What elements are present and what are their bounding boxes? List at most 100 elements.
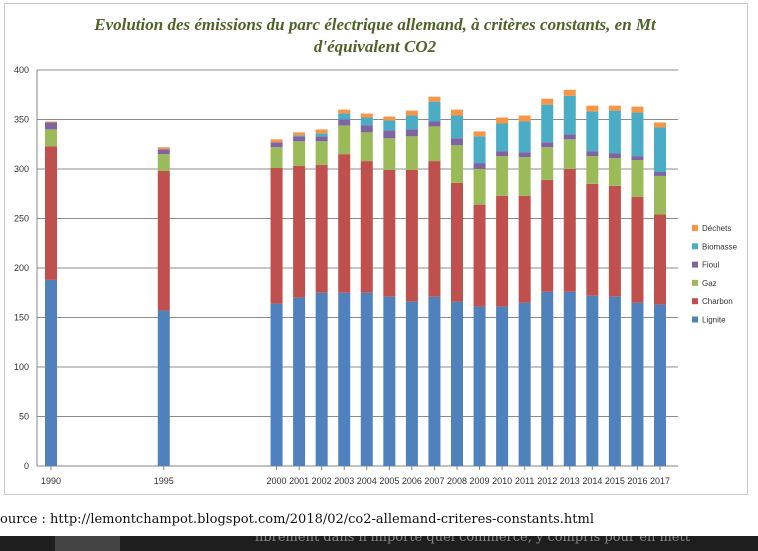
bar-fioul-2014 (586, 151, 599, 157)
bar-lignite-2006 (405, 301, 418, 466)
y-tick-label: 300 (14, 164, 29, 174)
bar-lignite-2015 (608, 296, 621, 466)
bar-dechets-2014 (586, 105, 599, 112)
chart-title: Evolution des émissions du parc électriq… (94, 15, 656, 56)
bar-biomasse-2014 (586, 111, 599, 152)
bar-charbon-2008 (451, 182, 463, 302)
x-tick-label: 2012 (537, 476, 557, 486)
bar-charbon-2009 (473, 204, 486, 307)
bar-gaz-2005 (383, 138, 396, 170)
x-tick-label: 2009 (470, 476, 490, 486)
bar-dechets-2002 (315, 129, 328, 134)
x-tick-label: 2001 (289, 476, 309, 486)
bar-fioul-2003 (338, 119, 351, 126)
bar-charbon-2005 (383, 169, 396, 297)
bar-fioul-2013 (563, 134, 576, 140)
bar-biomasse-2003 (338, 113, 351, 120)
bar-dechets-1990 (45, 121, 57, 123)
bar-fioul-2004 (360, 125, 373, 133)
bar-fioul-2005 (383, 130, 396, 139)
bar-charbon-1995 (157, 170, 170, 311)
chart-frame (4, 3, 748, 495)
bar-dechets-2003 (338, 109, 351, 114)
legend-swatch (692, 279, 698, 286)
bar-gaz-2016 (631, 160, 644, 197)
bar-gaz-2010 (496, 156, 509, 196)
x-tick-label: 1995 (154, 476, 174, 486)
bar-gaz-2006 (405, 136, 418, 170)
bar-charbon-2010 (496, 195, 509, 307)
bar-charbon-2014 (586, 183, 599, 296)
bar-gaz-2013 (563, 139, 576, 169)
bar-biomasse-2012 (541, 104, 554, 143)
bar-lignite-2004 (360, 292, 373, 466)
x-tick-label: 1990 (41, 476, 61, 486)
bar-lignite-2013 (563, 291, 576, 466)
bar-lignite-2000 (270, 303, 283, 466)
bar-biomasse-2010 (496, 123, 509, 152)
bar-gaz-2012 (541, 147, 554, 180)
bar-biomasse-2004 (360, 117, 373, 126)
bar-fioul-2006 (405, 129, 418, 137)
bar-dechets-2000 (270, 139, 283, 143)
bar-dechets-2008 (451, 109, 463, 116)
bar-gaz-2014 (586, 156, 599, 184)
x-tick-label: 2014 (582, 476, 602, 486)
bar-biomasse-2013 (563, 95, 576, 135)
x-tick-label: 2003 (334, 476, 354, 486)
bar-lignite-2007 (428, 296, 441, 466)
bar-charbon-2000 (270, 168, 283, 304)
bar-lignite-2005 (383, 296, 396, 466)
bar-biomasse-2006 (405, 115, 418, 130)
y-tick-label: 100 (14, 362, 29, 372)
bar-biomasse-2001 (293, 135, 306, 137)
bar-biomasse-2002 (315, 133, 328, 137)
bar-biomasse-2005 (383, 120, 396, 131)
x-tick-label: 2002 (312, 476, 332, 486)
y-tick-label: 150 (14, 313, 29, 323)
bar-fioul-2002 (315, 136, 328, 142)
bar-fioul-2012 (541, 142, 554, 148)
y-tick-label: 0 (24, 461, 29, 471)
bar-lignite-2008 (451, 301, 463, 466)
legend-label: Fioul (702, 261, 720, 270)
y-tick-label: 350 (14, 115, 29, 125)
bar-gaz-2004 (360, 132, 373, 162)
bar-fioul-2016 (631, 156, 644, 161)
bar-charbon-2011 (518, 195, 531, 303)
bar-charbon-2002 (315, 165, 328, 293)
bar-charbon-2007 (428, 161, 441, 297)
bar-gaz-2000 (270, 147, 283, 169)
legend-label: Lignite (702, 316, 726, 325)
x-tick-label: 2017 (650, 476, 670, 486)
bar-biomasse-2017 (654, 127, 666, 172)
bar-gaz-2008 (451, 145, 463, 183)
bar-biomasse-2007 (428, 101, 441, 122)
legend-label: Gaz (702, 279, 717, 288)
x-tick-label: 2010 (492, 476, 512, 486)
bar-dechets-2004 (360, 113, 373, 118)
bar-lignite-2002 (315, 292, 328, 466)
bar-gaz-2017 (654, 175, 666, 215)
bar-dechets-1995 (157, 147, 170, 150)
bar-gaz-1990 (45, 129, 57, 147)
x-tick-label: 2006 (402, 476, 422, 486)
bar-dechets-2006 (405, 110, 418, 116)
bar-dechets-2013 (563, 89, 576, 96)
bar-lignite-2014 (586, 295, 599, 466)
y-tick-label: 200 (14, 263, 29, 273)
bar-dechets-2015 (608, 105, 621, 111)
bar-charbon-2003 (338, 154, 351, 293)
bar-lignite-2010 (496, 306, 509, 466)
bar-dechets-2007 (428, 96, 441, 102)
bar-charbon-2001 (293, 166, 306, 298)
x-tick-label: 2016 (627, 476, 647, 486)
bar-dechets-2005 (383, 116, 396, 121)
bar-lignite-2001 (293, 297, 306, 466)
bar-lignite-1990 (45, 279, 57, 466)
legend-label: Charbon (702, 297, 733, 306)
bar-fioul-2008 (451, 138, 463, 146)
bar-fioul-2000 (270, 142, 283, 148)
x-tick-label: 2004 (357, 476, 377, 486)
bar-lignite-2012 (541, 291, 554, 466)
